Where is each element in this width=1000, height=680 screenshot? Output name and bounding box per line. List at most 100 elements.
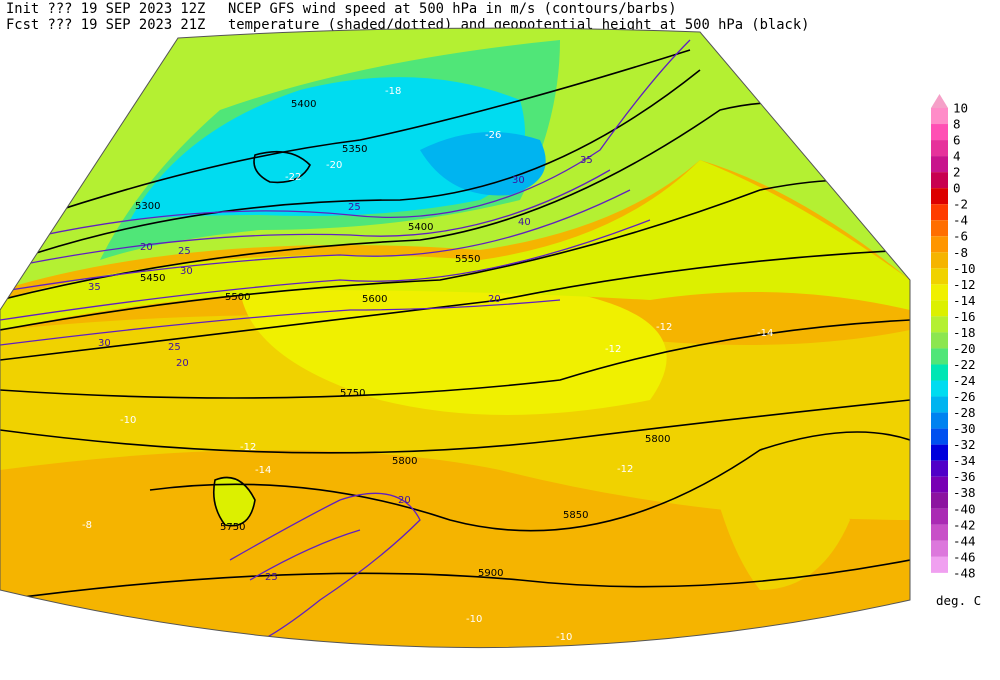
colorbar-label: 8 [953,117,961,132]
color-box [931,204,948,221]
color-box [931,396,948,413]
temp-label: -8 [82,520,92,531]
wind-label: 35 [580,155,593,166]
temp-label: -10 [120,415,136,426]
color-box [931,428,948,445]
fcst-label: Fcst ??? 19 SEP 2023 21Z [6,17,205,33]
wind-label: 20 [398,495,411,506]
colorbar-unit: deg. C [936,593,981,608]
color-box [931,156,948,173]
height-label: 5550 [455,254,480,265]
color-box [931,348,948,365]
height-label: 5850 [563,510,588,521]
wind-label: 40 [518,217,531,228]
temp-field [240,282,667,415]
colorbar-label: -8 [953,245,968,260]
temp-field [213,477,255,526]
colorbar-label: -24 [953,373,976,388]
map-border [0,27,911,649]
color-box [931,540,948,557]
colorbar-label: 0 [953,181,961,196]
temp-field [700,420,850,590]
color-box [931,444,948,461]
wind-label: 25 [348,202,361,213]
wind-label: 25 [178,246,191,257]
wind-label: 25 [265,572,278,583]
temp-label: -14 [255,465,271,476]
color-box [931,492,948,509]
color-box [931,140,948,157]
temp-label: -12 [605,344,621,355]
colorbar-label: -16 [953,309,976,324]
temp-label: -26 [485,130,501,141]
colorbar-label: -14 [953,293,976,308]
temp-label: -12 [656,322,672,333]
colorbar-over [931,94,948,108]
colorbar-label: -10 [953,261,976,276]
color-box [931,316,948,333]
height-label: 5350 [342,144,367,155]
color-box [931,300,948,317]
colorbar-label: -46 [953,549,976,564]
colorbar-label: -38 [953,485,976,500]
color-box [931,412,948,429]
init-label: Init ??? 19 SEP 2023 12Z [6,1,205,17]
map-labels: 5300 5400 5450 5500 5550 5600 5750 5800 5850 5900… [82,86,773,643]
color-box [931,108,948,125]
height-label: 5900 [478,568,503,579]
wind-label: 20 [140,242,153,253]
temp-label: -12 [240,442,256,453]
colorbar-label: -40 [953,501,976,516]
height-label: 5750 [340,388,365,399]
color-box [931,508,948,525]
colorbar-label: -4 [953,213,968,228]
temp-field [130,77,525,220]
color-box [931,124,948,141]
temp-label: -10 [466,614,482,625]
colorbar-label: -48 [953,565,976,580]
temp-field [0,315,910,520]
height-label: 5800 [645,434,670,445]
color-box [931,460,948,477]
temp-label: -18 [385,86,401,97]
temp-label: -14 [757,328,773,339]
colorbar-label: -22 [953,357,976,372]
title: NCEP GFS wind speed at 500 hPa in m/s (c… [228,1,677,17]
colorbar-label: 10 [953,101,968,116]
colorbar-label: -6 [953,229,968,244]
color-box [931,364,948,381]
height-label: 5450 [140,273,165,284]
colorbar-label: -30 [953,421,976,436]
color-box [931,284,948,301]
map [0,28,910,648]
wind-label: 30 [180,266,193,277]
color-box [931,236,948,253]
height-label: 5800 [392,456,417,467]
colorbar-label: -36 [953,469,976,484]
color-box [931,556,948,573]
colorbar-label: 2 [953,165,961,180]
temp-field [420,132,546,196]
colorbar-label: -32 [953,437,976,452]
temp-label: -12 [617,464,633,475]
color-box [931,220,948,237]
temp-label: -20 [326,160,342,171]
colorbar-label: -28 [953,405,976,420]
colorbar-label: 4 [953,149,961,164]
height-label: 5500 [225,292,250,303]
height-label: 5600 [362,294,387,305]
temp-label: -22 [285,172,301,183]
wind-contours [0,39,691,648]
colorbar-label: -12 [953,277,976,292]
color-box [931,380,948,397]
subtitle: temperature (shaded/dotted) and geopoten… [228,17,809,33]
wind-label: 20 [488,294,501,305]
height-label: 5400 [408,222,433,233]
color-box [931,268,948,285]
colorbar-label: -20 [953,341,976,356]
wind-label: 30 [98,338,111,349]
wind-label: 30 [512,175,525,186]
wind-label: 35 [88,282,101,293]
color-box [931,188,948,205]
